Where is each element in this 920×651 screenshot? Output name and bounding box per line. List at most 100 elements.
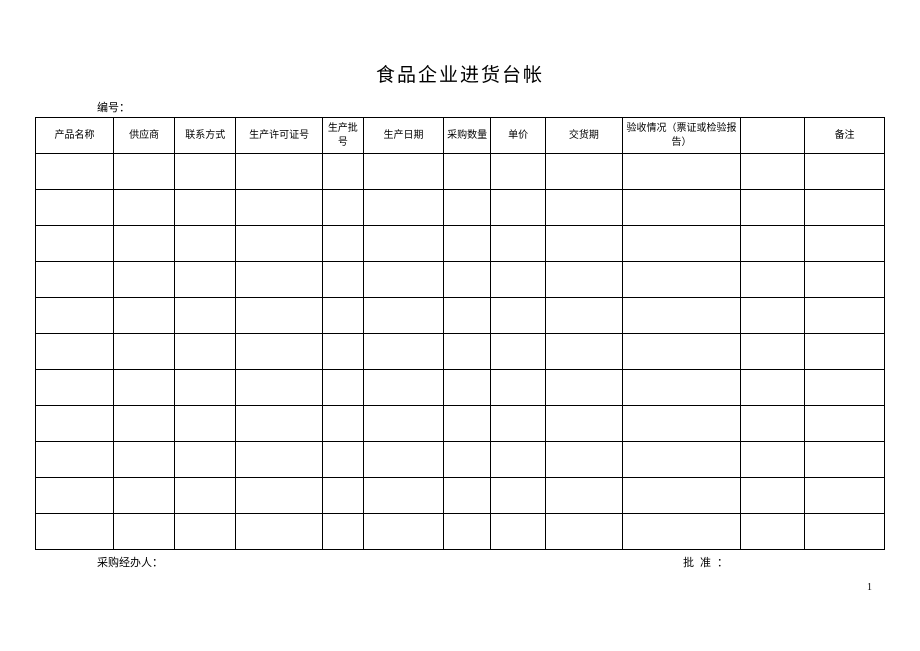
col-unit-price: 单价: [491, 118, 546, 154]
table-cell: [622, 478, 741, 514]
table-cell: [491, 298, 546, 334]
table-cell: [805, 262, 885, 298]
serial-number-label: 编号：: [35, 99, 885, 115]
table-cell: [546, 514, 622, 550]
col-remarks: 备注: [805, 118, 885, 154]
table-cell: [236, 154, 323, 190]
table-cell: [741, 406, 805, 442]
table-cell: [622, 154, 741, 190]
table-cell: [114, 478, 175, 514]
table-cell: [491, 478, 546, 514]
table-cell: [546, 406, 622, 442]
table-cell: [322, 514, 363, 550]
table-cell: [175, 514, 236, 550]
page-number: 1: [867, 582, 872, 593]
table-cell: [444, 442, 491, 478]
table-cell: [114, 190, 175, 226]
table-cell: [363, 334, 444, 370]
table-cell: [805, 298, 885, 334]
col-purchase-qty: 采购数量: [444, 118, 491, 154]
table-row: [36, 190, 885, 226]
table-cell: [622, 442, 741, 478]
col-contact: 联系方式: [175, 118, 236, 154]
table-cell: [622, 370, 741, 406]
table-cell: [444, 298, 491, 334]
table-cell: [236, 334, 323, 370]
table-cell: [622, 406, 741, 442]
table-cell: [114, 154, 175, 190]
table-cell: [546, 478, 622, 514]
table-cell: [36, 298, 114, 334]
table-cell: [36, 154, 114, 190]
table-header-row: 产品名称 供应商 联系方式 生产许可证号 生产批号 生产日期 采购数量 单价 交…: [36, 118, 885, 154]
table-row: [36, 226, 885, 262]
table-cell: [491, 370, 546, 406]
table-cell: [546, 298, 622, 334]
table-cell: [444, 514, 491, 550]
table-cell: [114, 442, 175, 478]
table-cell: [322, 334, 363, 370]
table-cell: [805, 406, 885, 442]
table-cell: [175, 406, 236, 442]
table-cell: [322, 226, 363, 262]
table-cell: [363, 226, 444, 262]
table-cell: [444, 406, 491, 442]
table-cell: [236, 406, 323, 442]
table-cell: [36, 226, 114, 262]
table-cell: [322, 370, 363, 406]
table-cell: [622, 514, 741, 550]
table-cell: [175, 478, 236, 514]
table-cell: [236, 370, 323, 406]
table-cell: [546, 154, 622, 190]
table-cell: [236, 190, 323, 226]
table-cell: [741, 442, 805, 478]
table-cell: [741, 334, 805, 370]
table-cell: [805, 334, 885, 370]
table-cell: [236, 514, 323, 550]
table-cell: [363, 406, 444, 442]
purchaser-label: 采购经办人：: [97, 554, 163, 570]
table-cell: [444, 370, 491, 406]
table-row: [36, 370, 885, 406]
table-cell: [741, 226, 805, 262]
table-cell: [36, 190, 114, 226]
table-cell: [363, 370, 444, 406]
table-cell: [805, 478, 885, 514]
table-cell: [805, 190, 885, 226]
table-cell: [444, 226, 491, 262]
table-cell: [546, 442, 622, 478]
table-cell: [114, 406, 175, 442]
table-cell: [546, 334, 622, 370]
col-supplier: 供应商: [114, 118, 175, 154]
table-cell: [741, 370, 805, 406]
table-cell: [444, 334, 491, 370]
table-cell: [363, 154, 444, 190]
table-cell: [114, 298, 175, 334]
table-cell: [491, 262, 546, 298]
table-cell: [175, 334, 236, 370]
table-cell: [546, 190, 622, 226]
table-cell: [236, 226, 323, 262]
col-production-date: 生产日期: [363, 118, 444, 154]
table-cell: [114, 226, 175, 262]
table-cell: [175, 442, 236, 478]
table-cell: [175, 262, 236, 298]
table-cell: [322, 442, 363, 478]
table-cell: [175, 154, 236, 190]
table-cell: [491, 154, 546, 190]
table-cell: [322, 478, 363, 514]
table-cell: [322, 154, 363, 190]
table-cell: [36, 478, 114, 514]
table-cell: [622, 190, 741, 226]
table-cell: [741, 154, 805, 190]
table-cell: [114, 334, 175, 370]
table-cell: [546, 370, 622, 406]
table-cell: [491, 442, 546, 478]
table-row: [36, 478, 885, 514]
table-cell: [36, 442, 114, 478]
table-cell: [546, 226, 622, 262]
col-blank: [741, 118, 805, 154]
col-batch-no: 生产批号: [322, 118, 363, 154]
table-row: [36, 262, 885, 298]
table-row: [36, 406, 885, 442]
